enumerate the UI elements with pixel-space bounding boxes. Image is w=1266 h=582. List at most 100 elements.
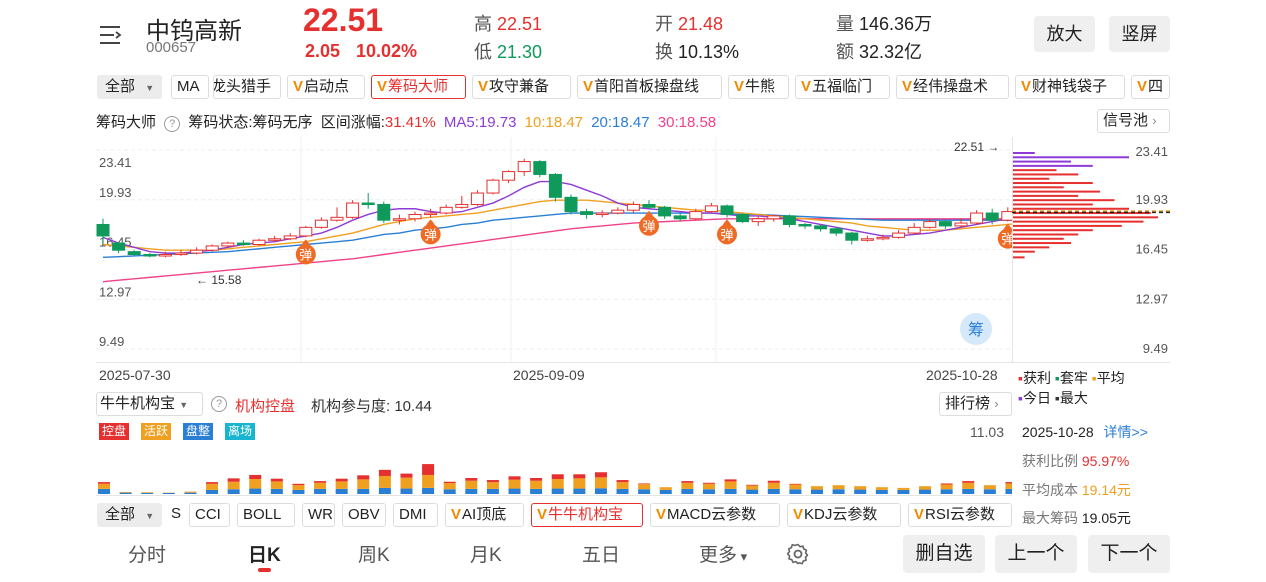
volume-value: 146.36万: [859, 14, 933, 34]
chip-bar: [1013, 250, 1035, 253]
portrait-button[interactable]: 竖屏: [1109, 16, 1170, 52]
bottom-indicator-chip[interactable]: VAI顶底: [445, 503, 524, 527]
bottom-indicator-chip[interactable]: VKDJ云参数: [787, 503, 901, 527]
indicator-all-dropdown[interactable]: 全部 ▼: [97, 75, 162, 99]
period-tab[interactable]: 周K: [358, 540, 390, 567]
range-value: 31.41%: [384, 114, 436, 131]
indicator-chip[interactable]: V四: [1131, 75, 1170, 99]
indicator-chip[interactable]: V启动点: [287, 75, 365, 99]
chip-stats-detail-link[interactable]: 详情>>: [1103, 424, 1148, 440]
chip-bar: [1013, 190, 1100, 193]
bottom-indicator-chip[interactable]: DMI: [393, 503, 438, 527]
institution-bar: [357, 475, 370, 494]
bottom-indicator-chip[interactable]: S: [171, 503, 185, 527]
bottom-indicator-chip[interactable]: VRSI云参数: [908, 503, 1012, 527]
candle: [143, 253, 157, 258]
candle: [938, 220, 952, 229]
institution-bar: [119, 491, 132, 494]
institution-help-icon[interactable]: ?: [211, 396, 227, 412]
institution-bar: [249, 474, 262, 494]
indicator-chip[interactable]: V筹码大师: [371, 75, 466, 99]
bottom-chip-label: BOLL: [243, 506, 282, 523]
bottom-chip-label: 牛牛机构宝: [548, 506, 624, 523]
period-tab-label: 月K: [470, 545, 502, 566]
institution-bar: [681, 481, 694, 494]
signal-pool-button[interactable]: 信号池 ›: [1097, 109, 1170, 133]
indicator-chip[interactable]: V财神钱袋子: [1015, 75, 1125, 99]
price-change: 2.05: [305, 41, 341, 61]
ma10-value: 10:18.47: [524, 114, 584, 131]
bottom-all-dropdown[interactable]: 全部 ▼: [97, 503, 162, 527]
chip-bar: [1013, 186, 1064, 189]
chip-bar: [1013, 160, 1071, 163]
chip-stats-date: 2025-10-28: [1022, 424, 1094, 440]
prev-stock-button[interactable]: 上一个: [995, 535, 1077, 573]
v-badge-icon: V: [734, 78, 745, 95]
period-tab[interactable]: 五日: [582, 540, 620, 567]
chip-bar: [1013, 216, 1158, 219]
institution-bar: [443, 481, 456, 494]
bottom-indicator-chip[interactable]: WR: [302, 503, 335, 527]
open-label: 开: [655, 14, 673, 34]
institution-bar: [594, 472, 607, 494]
v-badge-icon: V: [801, 78, 812, 95]
indicator-chip[interactable]: V五福临门: [795, 75, 890, 99]
period-tab[interactable]: 月K: [470, 540, 502, 567]
signal-badge-label: 弹: [1001, 232, 1012, 247]
chevron-down-icon: ▾: [737, 549, 748, 564]
institution-bar-chart[interactable]: [96, 440, 1012, 496]
svg-text:筹: 筹: [968, 321, 984, 339]
bottom-indicator-chip[interactable]: OBV: [342, 503, 386, 527]
chip-y-tick-label: 23.41: [1135, 144, 1168, 159]
chip-bar: [1013, 212, 1151, 215]
institution-bar: [335, 478, 348, 494]
indicator-chip[interactable]: V首阳首板操盘线: [577, 75, 722, 99]
bottom-indicator-chip[interactable]: BOLL: [237, 503, 295, 527]
candle: [158, 251, 172, 258]
zoom-button[interactable]: 放大: [1034, 16, 1095, 52]
institution-tag: 离场: [225, 423, 256, 440]
candle: [782, 214, 796, 228]
legend-profit: ▪获利: [1018, 370, 1051, 386]
volume-label: 量: [836, 14, 854, 34]
chip-bar: [1013, 237, 1064, 240]
indicator-chip[interactable]: V经伟操盘术: [896, 75, 1009, 99]
indicator-chip[interactable]: 龙头猎手: [213, 75, 281, 99]
candle: [96, 218, 110, 245]
indicator-chip[interactable]: V牛熊: [728, 75, 789, 99]
signal-badge: 弹: [717, 219, 737, 245]
indicator-chip-ma[interactable]: MA: [171, 75, 209, 99]
period-tab[interactable]: 日K: [248, 540, 281, 567]
period-tab[interactable]: 分时: [128, 540, 166, 567]
x-tick-label: 2025-07-30: [99, 367, 171, 383]
institution-selector[interactable]: 牛牛机构宝 ▼: [96, 392, 203, 416]
signal-badge-label: 弹: [424, 227, 437, 242]
period-tab[interactable]: 更多 ▾: [699, 540, 747, 567]
institution-bar: [616, 480, 629, 494]
period-tab-label: 分时: [128, 545, 167, 566]
chevron-down-icon: ▼: [145, 83, 155, 93]
candle: [907, 223, 921, 235]
institution-bar: [270, 478, 283, 494]
menu-icon[interactable]: [98, 24, 124, 46]
legend-trapped: ▪套牢: [1054, 370, 1088, 386]
x-tick-label: 2025-10-28: [926, 367, 998, 383]
institution-bar: [400, 473, 413, 494]
y-tick-label: 19.93: [99, 185, 132, 200]
indicator-chip-label: 五福临门: [812, 78, 873, 95]
bottom-indicator-chip[interactable]: VMACD云参数: [650, 503, 780, 527]
remove-watchlist-button[interactable]: 删自选: [903, 535, 985, 573]
bottom-indicator-chip[interactable]: V牛牛机构宝: [531, 503, 643, 527]
max-chip-label: 最大筹码: [1022, 510, 1078, 526]
ma20-value: 20:18.47: [591, 114, 650, 131]
indicator-chip[interactable]: V攻守兼备: [472, 75, 571, 99]
signal-badge-label: 弹: [299, 247, 312, 262]
v-badge-icon: V: [1021, 78, 1032, 95]
institution-bar: [832, 485, 845, 494]
bottom-indicator-chip[interactable]: CCI: [189, 503, 230, 527]
help-icon[interactable]: ?: [164, 116, 181, 132]
next-stock-button[interactable]: 下一个: [1088, 535, 1170, 573]
rank-button[interactable]: 排行榜 ›: [939, 392, 1012, 416]
settings-gear-icon[interactable]: [786, 542, 810, 566]
